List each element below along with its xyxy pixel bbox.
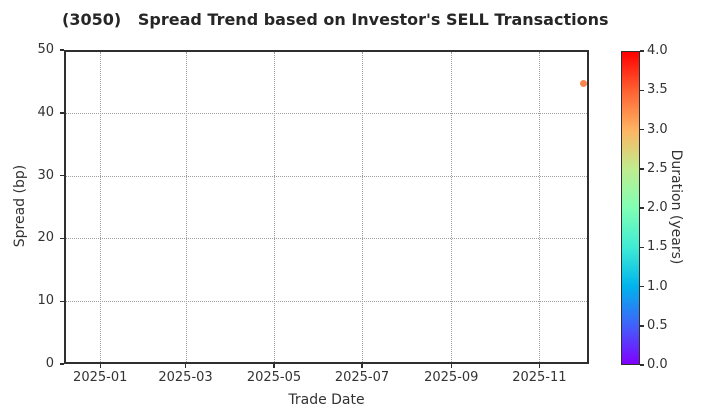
x-gridline <box>539 52 541 362</box>
colorbar-tick-label: 3.0 <box>647 121 668 137</box>
colorbar-tick-mark <box>640 325 644 327</box>
colorbar-tick-mark <box>640 207 644 209</box>
colorbar-tick-mark <box>640 364 644 366</box>
x-tick-mark <box>450 364 453 368</box>
x-gridline <box>185 52 187 362</box>
colorbar-tick-label: 1.0 <box>647 278 668 294</box>
x-tick-label: 2025-01 <box>73 370 128 385</box>
plot-area <box>64 50 589 364</box>
x-axis-label: Trade Date <box>288 392 365 408</box>
colorbar-tick-mark <box>640 50 644 52</box>
colorbar-tick-label: 0.5 <box>647 317 668 333</box>
colorbar-tick-mark <box>640 128 644 131</box>
colorbar-gradient <box>621 51 640 365</box>
y-tick-label: 30 <box>37 167 54 183</box>
y-tick-label: 0 <box>45 356 54 371</box>
x-tick-mark <box>273 364 275 368</box>
colorbar-tick-label: 0.0 <box>647 357 668 372</box>
colorbar-tick-mark <box>640 285 644 288</box>
y-tick-mark <box>60 112 64 114</box>
y-tick-label: 20 <box>37 230 54 246</box>
x-tick-mark <box>99 364 102 368</box>
colorbar-tick-label: 4.0 <box>647 43 668 58</box>
colorbar-tick-mark <box>640 89 644 92</box>
colorbar-tick-label: 2.0 <box>647 200 668 215</box>
x-tick-label: 2025-09 <box>424 370 479 385</box>
colorbar-tick-label: 1.5 <box>647 239 668 255</box>
y-tick-mark <box>60 174 64 177</box>
data-point[interactable] <box>579 80 587 88</box>
x-tick-label: 2025-05 <box>246 370 302 385</box>
x-tick-label: 2025-03 <box>158 370 213 385</box>
x-tick-mark <box>361 364 363 368</box>
y-axis-label: Spread (bp) <box>12 164 28 248</box>
x-gridline <box>361 52 363 362</box>
y-tick-mark <box>60 237 64 240</box>
y-tick-label: 40 <box>37 104 54 120</box>
y-tick-label: 50 <box>37 42 54 57</box>
x-tick-mark <box>184 364 187 368</box>
y-gridline <box>66 112 587 114</box>
x-tick-mark <box>538 364 541 368</box>
y-tick-mark <box>60 363 64 365</box>
x-tick-label: 2025-07 <box>334 370 390 385</box>
y-gridline <box>66 238 587 240</box>
x-gridline <box>274 52 275 362</box>
x-gridline <box>451 52 453 362</box>
y-tick-label: 10 <box>37 293 54 309</box>
colorbar-tick-label: 3.5 <box>647 82 668 98</box>
colorbar-tick-mark <box>640 246 644 249</box>
x-tick-label: 2025-11 <box>512 370 567 385</box>
y-tick-mark <box>60 49 64 51</box>
x-gridline <box>100 52 102 362</box>
y-gridline <box>66 301 587 303</box>
y-tick-mark <box>60 300 64 302</box>
colorbar-tick-label: 2.5 <box>647 160 668 176</box>
colorbar-tick-mark <box>640 168 644 170</box>
chart-title: (3050) Spread Trend based on Investor's … <box>62 10 609 29</box>
y-gridline <box>66 175 587 177</box>
